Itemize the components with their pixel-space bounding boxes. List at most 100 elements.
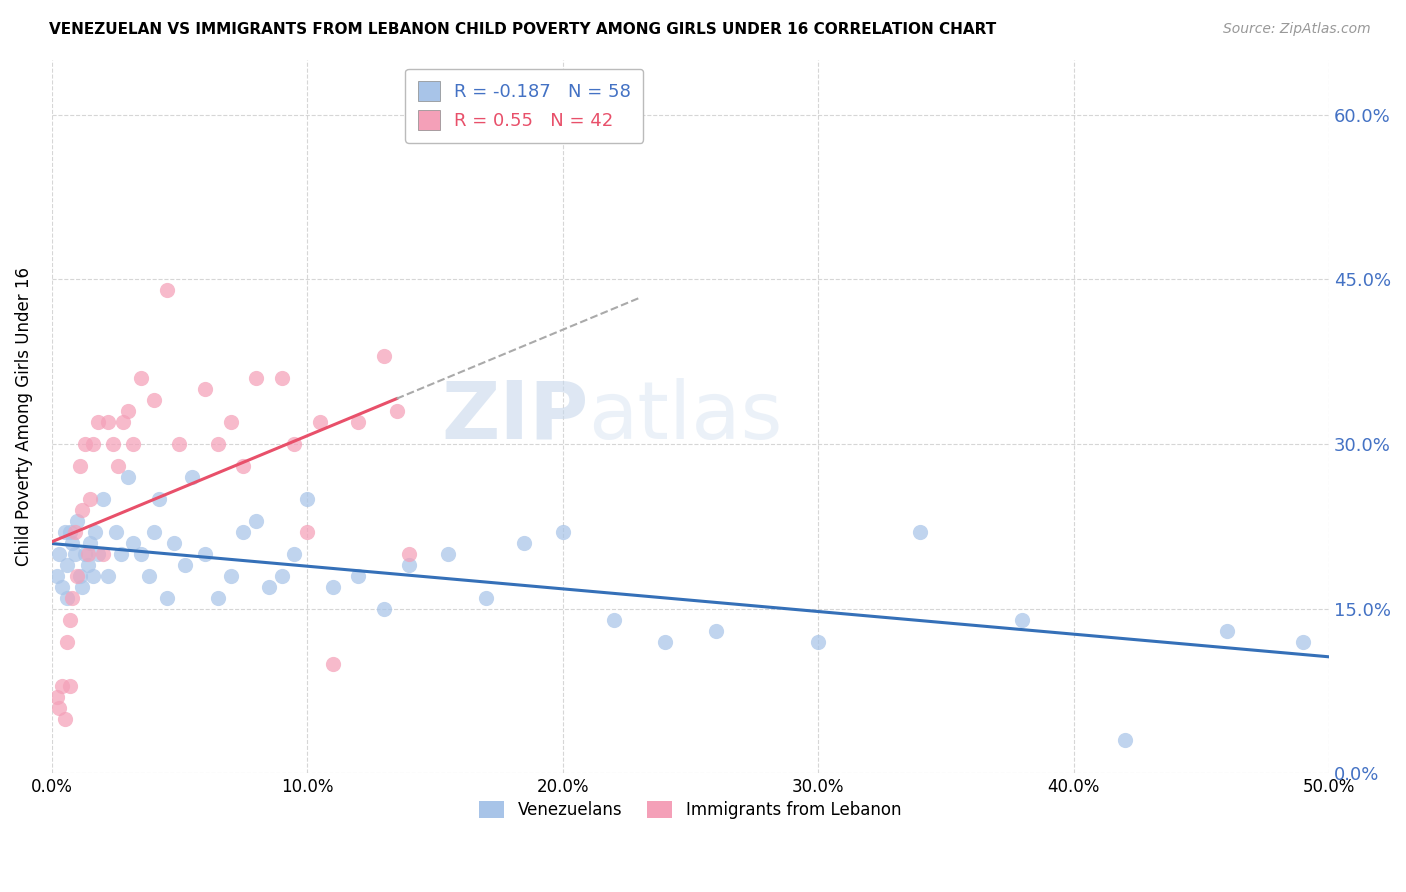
Point [283,437,305,451]
Point [283,547,305,561]
Point [385,404,408,418]
Point [169,437,191,451]
Point [173,558,195,572]
Point [63,524,86,539]
Point [603,613,626,627]
Point [117,404,139,418]
Point [59,613,82,627]
Point [347,415,370,429]
Point [156,591,179,605]
Point [309,415,332,429]
Point [60,536,83,550]
Point [1114,733,1136,747]
Point [97,415,120,429]
Point [398,547,420,561]
Point [245,514,267,528]
Text: ZIP: ZIP [441,377,588,456]
Point [82,437,104,451]
Point [232,524,254,539]
Point [551,524,574,539]
Point [53,712,76,726]
Point [219,568,242,582]
Y-axis label: Child Poverty Among Girls Under 16: Child Poverty Among Girls Under 16 [15,267,32,566]
Point [257,580,280,594]
Point [142,392,165,407]
Point [91,491,114,506]
Point [117,470,139,484]
Legend: Venezuelans, Immigrants from Lebanon: Venezuelans, Immigrants from Lebanon [472,794,908,826]
Point [129,371,152,385]
Point [704,624,727,638]
Point [87,415,110,429]
Point [129,547,152,561]
Point [194,547,217,561]
Point [48,547,70,561]
Point [142,524,165,539]
Point [513,536,536,550]
Point [53,524,76,539]
Point [322,580,344,594]
Point [51,580,73,594]
Point [654,634,676,648]
Point [122,536,145,550]
Point [51,679,73,693]
Point [45,568,67,582]
Point [138,568,160,582]
Point [475,591,498,605]
Text: VENEZUELAN VS IMMIGRANTS FROM LEBANON CHILD POVERTY AMONG GIRLS UNDER 16 CORRELA: VENEZUELAN VS IMMIGRANTS FROM LEBANON CH… [49,22,997,37]
Point [270,568,292,582]
Point [76,547,98,561]
Point [1216,624,1239,638]
Point [91,547,114,561]
Point [436,547,458,561]
Point [97,568,120,582]
Point [45,690,67,704]
Point [110,547,132,561]
Point [79,491,101,506]
Point [207,437,229,451]
Point [73,547,96,561]
Point [56,558,79,572]
Point [84,524,107,539]
Point [270,371,292,385]
Point [76,558,98,572]
Point [59,524,82,539]
Text: atlas: atlas [588,377,783,456]
Point [245,371,267,385]
Point [398,558,420,572]
Point [48,700,70,714]
Point [122,437,145,451]
Point [295,524,318,539]
Point [373,349,395,363]
Point [104,524,127,539]
Point [72,580,94,594]
Point [910,524,932,539]
Point [87,547,110,561]
Point [322,657,344,671]
Point [82,568,104,582]
Point [112,415,135,429]
Point [148,491,170,506]
Point [56,591,79,605]
Point [219,415,242,429]
Point [207,591,229,605]
Point [181,470,204,484]
Point [73,437,96,451]
Point [1011,613,1033,627]
Point [156,283,179,297]
Point [60,591,83,605]
Point [56,634,79,648]
Point [232,458,254,473]
Text: Source: ZipAtlas.com: Source: ZipAtlas.com [1223,22,1371,37]
Point [1292,634,1315,648]
Point [79,536,101,550]
Point [101,437,124,451]
Point [69,458,91,473]
Point [163,536,186,550]
Point [63,547,86,561]
Point [807,634,830,648]
Point [107,458,129,473]
Point [72,503,94,517]
Point [295,491,318,506]
Point [347,568,370,582]
